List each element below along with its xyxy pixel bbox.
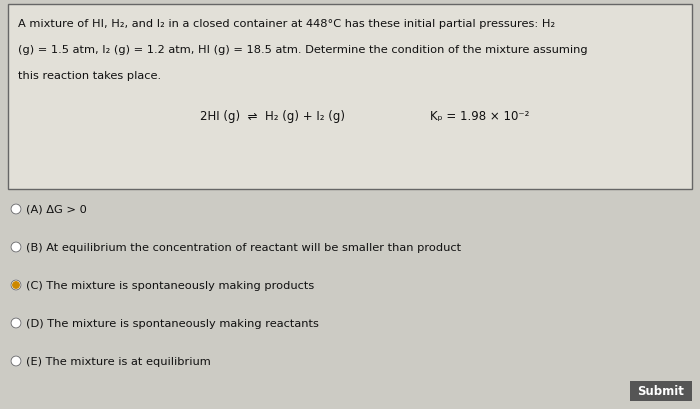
Text: 2HI (g)  ⇌  H₂ (g) + I₂ (g): 2HI (g) ⇌ H₂ (g) + I₂ (g) bbox=[200, 110, 345, 123]
Text: (B) At equilibrium the concentration of reactant will be smaller than product: (B) At equilibrium the concentration of … bbox=[26, 243, 461, 252]
Circle shape bbox=[11, 280, 21, 290]
Text: (C) The mixture is spontaneously making products: (C) The mixture is spontaneously making … bbox=[26, 280, 314, 290]
Text: Kₚ = 1.98 × 10⁻²: Kₚ = 1.98 × 10⁻² bbox=[430, 110, 529, 123]
Text: (A) ΔG > 0: (A) ΔG > 0 bbox=[26, 204, 87, 214]
Text: Submit: Submit bbox=[638, 384, 685, 398]
Circle shape bbox=[11, 356, 21, 366]
Circle shape bbox=[11, 243, 21, 252]
Text: (g) = 1.5 atm, I₂ (g) = 1.2 atm, HI (g) = 18.5 atm. Determine the condition of t: (g) = 1.5 atm, I₂ (g) = 1.2 atm, HI (g) … bbox=[18, 45, 587, 55]
FancyBboxPatch shape bbox=[630, 381, 692, 401]
Text: this reaction takes place.: this reaction takes place. bbox=[18, 71, 161, 81]
Text: (E) The mixture is at equilibrium: (E) The mixture is at equilibrium bbox=[26, 356, 211, 366]
Text: A mixture of HI, H₂, and I₂ in a closed container at 448°C has these initial par: A mixture of HI, H₂, and I₂ in a closed … bbox=[18, 19, 555, 29]
Circle shape bbox=[11, 318, 21, 328]
FancyBboxPatch shape bbox=[8, 5, 692, 189]
Text: (D) The mixture is spontaneously making reactants: (D) The mixture is spontaneously making … bbox=[26, 318, 319, 328]
Circle shape bbox=[13, 282, 20, 288]
Circle shape bbox=[11, 204, 21, 214]
